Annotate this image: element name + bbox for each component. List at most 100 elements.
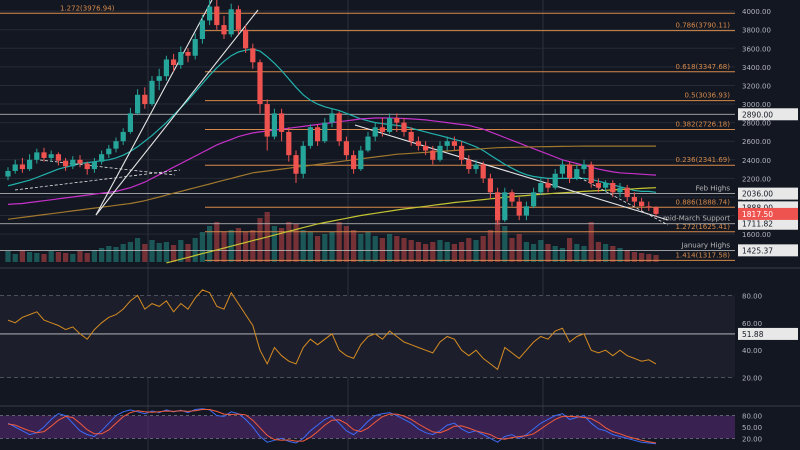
volume-bar [315, 236, 321, 262]
candle [610, 180, 616, 197]
volume-bar [300, 230, 306, 262]
candle [423, 141, 429, 156]
candle [415, 136, 421, 151]
candle [257, 59, 263, 114]
rsi-axis-tick-label: 20.00 [742, 375, 762, 383]
volume-bar [423, 244, 429, 262]
rsi-pane[interactable]: 20.00 40.00 60.00 80.00 51.88 [0, 267, 800, 383]
candle [70, 156, 76, 170]
price-axis-tick-label: 1600.00 [742, 231, 771, 239]
price-axis-tick-label: 3000.00 [742, 101, 771, 109]
candle-body [516, 201, 522, 216]
candle-body [243, 29, 249, 49]
candle [459, 141, 465, 165]
candle-body [502, 192, 508, 221]
candle [228, 3, 234, 38]
volume-bar [408, 240, 414, 262]
candle-body [228, 9, 234, 35]
volume-bar [394, 236, 400, 262]
candle [495, 187, 501, 225]
volume-bar [99, 248, 105, 262]
price-axis-tick-label: 3600.00 [742, 45, 771, 53]
volume-bar [34, 253, 40, 262]
candle [523, 201, 529, 221]
price-axis-tick-label: 2800.00 [742, 120, 771, 128]
volume-bar [250, 230, 256, 262]
candle-body [459, 145, 465, 160]
fib-level-label: 0.236(2341.69) [676, 156, 731, 164]
candle-body [5, 170, 11, 177]
candle [617, 183, 623, 197]
candle [473, 159, 479, 174]
candle-body [99, 154, 105, 162]
trendline [39, 159, 176, 176]
volume-bar [329, 232, 335, 262]
volume-bar [343, 226, 349, 262]
volume-bar [631, 252, 637, 262]
candle-body [351, 155, 357, 170]
candle [286, 127, 292, 162]
candle-body [387, 117, 393, 132]
level-price-tag: 2890.00 [742, 110, 773, 119]
candle-body [257, 62, 263, 105]
candle-body [545, 183, 551, 188]
fib-level-label: 1.272(1625.41) [676, 223, 731, 231]
fib-level-label: 0.786(3790.11) [676, 22, 731, 30]
volume-bar [63, 253, 69, 262]
volume-bar [545, 244, 551, 262]
rsi-level-tag-bg [738, 327, 798, 340]
candle [271, 108, 277, 140]
candle [653, 206, 659, 217]
volume-bar [185, 244, 191, 262]
candle [243, 25, 249, 53]
volume-bar [149, 240, 155, 262]
candle-body [250, 48, 256, 63]
candle [408, 127, 414, 146]
candle-body [149, 80, 155, 105]
volume-bar [322, 234, 328, 262]
candle-body [286, 131, 292, 156]
candle-body [300, 145, 306, 174]
candle [91, 157, 97, 173]
candle [394, 113, 400, 132]
candle-body [163, 59, 169, 77]
support-level-label: January Highs [681, 241, 731, 249]
candle-body [610, 183, 616, 193]
candle [307, 124, 313, 149]
candle [84, 161, 90, 175]
candle-body [466, 159, 472, 170]
volume-bar [257, 218, 263, 262]
candle [163, 55, 169, 81]
rsi-axis-tick-label: 40.00 [742, 347, 762, 355]
volume-bar [639, 253, 645, 262]
candle-body [567, 164, 573, 179]
candle-body [646, 206, 652, 208]
stoch-pane[interactable]: 20.00 50.00 80.00 [0, 405, 800, 445]
candle [178, 46, 184, 69]
trendline [95, 0, 213, 216]
price-axis-tick-label: 2400.00 [742, 157, 771, 165]
candle-body [264, 104, 270, 137]
candle-body [401, 122, 407, 132]
volume-bar [603, 244, 609, 262]
candle-body [279, 113, 285, 132]
support-level-label: mid-March Support [663, 215, 730, 223]
volume-bar [293, 224, 299, 262]
volume-bar [106, 246, 112, 262]
candle [315, 124, 321, 146]
volume-bar [502, 226, 508, 262]
candle-body [444, 141, 450, 146]
candle-body [63, 160, 69, 167]
candle-body [394, 117, 400, 123]
volume-bar [12, 254, 18, 262]
candle-body [142, 94, 148, 105]
candle-body [41, 152, 47, 158]
volume-bar [574, 244, 580, 262]
candle-body [113, 141, 119, 149]
trendline [574, 174, 669, 226]
candle [480, 161, 486, 184]
volume-bar [430, 242, 436, 262]
candle [113, 137, 119, 153]
